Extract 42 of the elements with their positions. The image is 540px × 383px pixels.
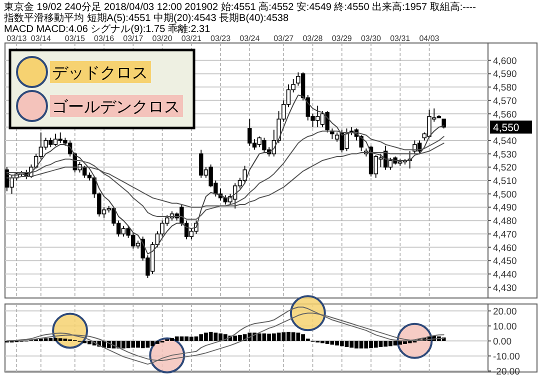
- y-tick-label: 4,500: [493, 189, 517, 200]
- y-tick-label: 4,540: [493, 136, 517, 147]
- x-tick-label: 03/13: [6, 34, 28, 43]
- x-tick-label: 03/29: [332, 34, 352, 43]
- x-tick-label: 03/31: [390, 34, 411, 43]
- y-tick-label: 0.00: [493, 336, 512, 348]
- y-tick-label: 4,530: [493, 149, 517, 160]
- y-tick-label: 4,570: [493, 96, 517, 107]
- y-tick-label: 4,510: [493, 176, 517, 188]
- ref-line-label: 4,550: [493, 122, 520, 134]
- y-tick-label: 4,600: [493, 56, 517, 67]
- x-tick-label: 03/27: [274, 34, 294, 43]
- x-tick-label: 03/24: [240, 34, 260, 43]
- x-tick-label: 03/16: [94, 34, 115, 43]
- y-tick-label: 10.00: [493, 321, 517, 332]
- chart-title: 東京金 19/02 240分足 2018/04/03 12:00 201902 始:4551 高:4552 安:4549 終:4550 出来高:1957 取組高:----: [4, 1, 476, 13]
- legend-label: ゴールデンクロス: [52, 99, 180, 116]
- x-tick-label: 04/03: [419, 34, 440, 43]
- y-tick-label: -10.00: [493, 351, 520, 362]
- x-tick-label: 03/20: [152, 34, 173, 43]
- y-tick-label: 4,440: [493, 269, 517, 280]
- x-tick-label: 03/28: [302, 34, 324, 43]
- y-tick-label: 4,580: [493, 82, 517, 94]
- y-tick-label: 4,460: [493, 242, 517, 254]
- y-tick-label: 4,430: [493, 282, 517, 294]
- x-tick-label: 03/14: [30, 34, 52, 43]
- y-tick-label: 4,590: [493, 69, 517, 80]
- y-tick-label: 4,450: [493, 256, 517, 268]
- x-tick-label: 03/23: [210, 34, 232, 43]
- text: MACD MACD:4.06 シグナル(9):1.75 乖離:2.31: [4, 23, 211, 35]
- y-tick-label: 20.00: [493, 306, 517, 318]
- y-tick-label: 4,470: [493, 229, 517, 240]
- y-tick-label: 4,560: [493, 109, 517, 120]
- chart-subtitle: 指数平滑移動平均 短期A(5):4551 中期(20):4543 長期B(40):4538: [3, 12, 289, 24]
- x-tick-label: 03/17: [123, 34, 144, 43]
- y-tick-label: 4,480: [493, 216, 517, 228]
- legend-label: デッドクロス: [52, 65, 148, 82]
- x-tick-label: 03/21: [181, 34, 202, 43]
- x-tick-label: 03/15: [64, 34, 86, 43]
- y-tick-label: 4,490: [493, 202, 517, 214]
- x-tick-label: 03/30: [360, 34, 382, 43]
- y-tick-label: 4,520: [493, 162, 517, 174]
